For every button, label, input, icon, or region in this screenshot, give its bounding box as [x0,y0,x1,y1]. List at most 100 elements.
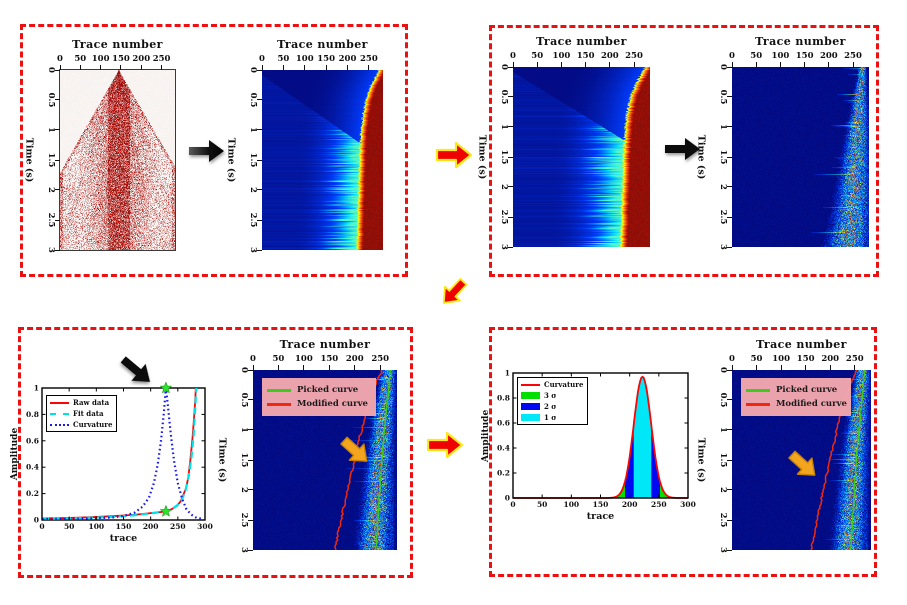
stage-box-top-left [20,24,408,277]
x-tick-label: 250 [625,51,643,61]
x-tick-label: 150 [796,354,815,364]
stage-box-bottom-left [18,327,413,578]
y-axis-tick-marks [257,69,262,251]
legend-row-fit-data: Fit data [50,409,112,418]
svg-text:0: 0 [510,500,515,509]
x-axis-tick-marks [59,65,175,70]
x-axis-tick-labels: 0 50 100 150 200 250 [57,54,175,64]
svg-text:150: 150 [116,522,132,531]
svg-text:0.6: 0.6 [26,436,39,445]
x-axis-title: Trace number [756,338,847,351]
panel-amplitude-fit-chart: 0 50 100 150 200 250 300 0 0.2 0.4 0.6 0.8 1 Amplitu… [10,381,213,544]
x-tick-label: 50 [531,51,544,61]
x-axis-title: Trace number [277,38,368,51]
x-tick-label: 0 [259,54,265,64]
x-tick-label: 50 [277,54,290,64]
curve-legend: Picked curve Modified curve [262,378,376,416]
x-tick-label: 100 [771,51,790,61]
y-axis-label: Time (s) [216,437,228,483]
process-arrow-black-top-right [664,136,702,162]
y-axis-label: Amplitude [10,427,20,481]
legend-row-3-sigma: 3 σ [521,391,583,400]
process-arrow-black-bottom-left [114,349,160,393]
x-tick-label: 100 [91,54,110,64]
x-axis-tick-labels: 0 50 100 150 200 250 [510,51,650,61]
stage-box-bottom-right [489,327,877,577]
attribute-map-image [513,67,650,247]
x-tick-label: 200 [132,54,151,64]
x-axis-tick-marks [261,65,383,70]
svg-text:0: 0 [39,522,44,531]
x-tick-label: 0 [250,354,256,364]
svg-text:300: 300 [680,500,696,509]
legend-row-2-sigma: 2 σ [521,402,583,411]
stage-box-top-right [489,25,879,277]
curvature-line-swatch [521,383,540,386]
x-tick-label: 100 [552,51,571,61]
svg-text:0.4: 0.4 [497,444,510,453]
panel-gaussian-window-chart: 0 50 100 150 200 250 300 0 0.2 0.4 0.6 0.8 1 Amplitu… [481,369,696,523]
picked-curve-swatch [267,388,291,392]
y-axis-label: Time (s) [476,134,488,180]
x-tick-label: 50 [750,354,763,364]
x-tick-label: 150 [317,54,335,64]
y-axis-tick-marks [248,369,253,551]
x-axis-tick-marks [512,62,650,67]
legend-row-curvature: Curvature [50,420,112,429]
x-tick-label: 200 [600,51,619,61]
x-axis-label: trace [109,533,138,544]
modified-curve-swatch [746,402,770,406]
x-tick-label: 0 [729,51,735,61]
y-axis-label: Amplitude [481,409,491,462]
sigma3-swatch [521,392,540,399]
sigma2-swatch [521,403,540,410]
x-axis-tick-labels: 0 50 100 150 200 250 [250,354,397,364]
x-tick-label: 250 [152,54,171,64]
legend-row-modified-curve: Modified curve [746,399,847,409]
attribute-map-image [262,70,383,250]
x-tick-label: 0 [57,54,63,64]
flow-arrow-red-right-bottom [425,430,467,460]
x-tick-label: 200 [821,354,840,364]
svg-text:100: 100 [564,500,580,509]
x-tick-label: 150 [576,51,595,61]
x-tick-label: 150 [112,54,130,64]
x-tick-label: 200 [338,54,357,64]
x-tick-label: 150 [795,51,814,61]
flow-arrow-red-diagonal-down [430,270,475,315]
x-axis-tick-labels: 0 50 100 150 200 250 [729,51,869,61]
y-axis-label: Time (s) [225,137,237,183]
sign-map-image [732,67,869,247]
svg-text:200: 200 [143,522,159,531]
x-tick-label: 0 [729,354,735,364]
x-axis-title: Trace number [279,338,371,351]
x-tick-label: 200 [345,354,364,364]
x-tick-label: 250 [845,354,864,364]
x-tick-label: 100 [295,54,314,64]
svg-text:300: 300 [197,522,213,531]
x-tick-label: 0 [510,51,516,61]
svg-text:1: 1 [34,384,39,393]
svg-text:0: 0 [34,516,39,525]
flow-arrow-red-right-top [434,140,476,170]
x-axis-tick-labels: 0 50 100 150 200 250 [259,54,383,64]
process-arrow-black-top-left [188,138,226,164]
legend-row-picked-curve: Picked curve [746,385,846,395]
x-tick-label: 50 [750,51,763,61]
highlight-arrow-orange-bottom-left [334,429,379,473]
x-tick-label: 100 [772,354,790,364]
svg-text:150: 150 [593,500,609,509]
raw-gather-image [60,70,175,250]
modified-curve-swatch [267,402,291,406]
sigma1-swatch [521,414,540,421]
svg-text:100: 100 [89,522,105,531]
x-axis-tick-labels: 0 50 100 150 200 250 [729,354,871,364]
x-tick-label: 100 [295,354,313,364]
svg-text:1: 1 [505,369,510,378]
x-axis-tick-marks [731,365,871,370]
highlight-arrow-orange-bottom-right [782,443,827,487]
x-tick-label: 250 [360,54,378,64]
